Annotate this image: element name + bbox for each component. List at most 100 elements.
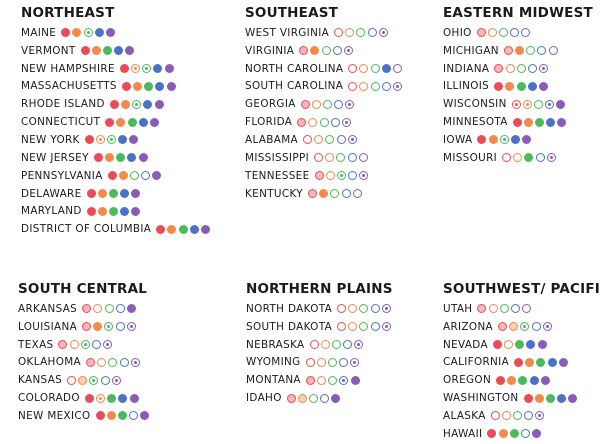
state-name: INDIANA — [443, 62, 490, 75]
green-outline-dot-icon — [359, 322, 369, 332]
state-name: NEBRASKA — [246, 338, 305, 351]
region-southwest-pacific: SOUTHWEST/ PACIFIC UTAH ARIZONA NEVADA CALIF… — [443, 279, 600, 443]
purple-filled-dot-icon — [532, 429, 542, 439]
green-centered-dot-icon — [80, 340, 90, 350]
green-centered-dot-icon — [520, 322, 530, 332]
red-filled-dot-icon — [84, 393, 94, 403]
state-name: GEORGIA — [245, 98, 296, 111]
indicator-dots — [299, 46, 355, 56]
state-name: ARIZONA — [443, 320, 494, 333]
orange-filled-dot-icon — [133, 81, 143, 91]
orange-outline-dot-icon — [325, 171, 335, 181]
orange-filled-dot-icon — [507, 375, 517, 385]
state-name: OHIO — [443, 26, 472, 39]
blue-outline-dot-icon — [92, 340, 102, 350]
state-row-michigan: MICHIGAN — [443, 42, 600, 60]
region-northeast: NORTHEAST MAINE VERMONT NEW HAMPSHIRE MASSAC… — [21, 3, 211, 238]
state-name: TENNESSEE — [245, 169, 310, 182]
state-name: DISTRICT OF COLUMBIA — [21, 223, 152, 236]
orange-filled-dot-icon — [523, 117, 533, 127]
state-row-minnesota: MINNESOTA — [443, 113, 600, 131]
blue-outline-dot-icon — [115, 304, 125, 314]
region-title: EASTERN MIDWEST — [443, 5, 593, 21]
blue-filled-dot-icon — [114, 46, 124, 56]
indicator-dots — [93, 153, 150, 163]
green-filled-dot-icon — [178, 224, 188, 234]
region-title: SOUTHWEST/ PACIFIC — [443, 281, 600, 297]
state-name: MARYLAND — [21, 205, 82, 218]
orange-outline-dot-icon — [93, 304, 103, 314]
orange-filled-dot-icon — [106, 411, 116, 421]
indicator-dots — [348, 64, 404, 74]
purple-filled-dot-icon — [131, 189, 141, 199]
red-tinted-dot-icon — [299, 46, 309, 56]
purple-outline-dot-icon — [358, 153, 368, 163]
indicator-dots — [86, 357, 142, 367]
state-name: SOUTH DAKOTA — [246, 320, 333, 333]
red-outline-dot-icon — [337, 304, 347, 314]
orange-filled-dot-icon — [72, 28, 82, 38]
blue-outline-dot-icon — [527, 64, 537, 74]
state-row-nevada: NEVADA — [443, 336, 600, 354]
indicator-dots — [307, 189, 364, 199]
green-centered-dot-icon — [104, 322, 114, 332]
purple-filled-dot-icon — [568, 393, 578, 403]
orange-filled-dot-icon — [525, 357, 535, 367]
purple-filled-dot-icon — [331, 393, 341, 403]
red-tinted-dot-icon — [498, 322, 508, 332]
orange-tinted-dot-icon — [297, 393, 307, 403]
state-row-iowa: IOWA — [443, 131, 600, 149]
green-outline-dot-icon — [499, 304, 509, 314]
state-row-arizona: ARIZONA — [443, 318, 600, 336]
orange-outline-dot-icon — [316, 357, 326, 367]
blue-outline-dot-icon — [330, 117, 340, 127]
green-outline-dot-icon — [319, 117, 329, 127]
red-tinted-dot-icon — [307, 189, 317, 199]
blue-outline-dot-icon — [510, 28, 520, 38]
state-row-new-mexico: NEW MEXICO — [18, 407, 208, 425]
purple-filled-dot-icon — [166, 81, 176, 91]
state-name: SOUTH CAROLINA — [245, 80, 344, 93]
red-filled-dot-icon — [156, 224, 166, 234]
indicator-dots — [502, 153, 558, 163]
indicator-dots — [156, 224, 212, 234]
state-row-west-virginia: WEST VIRGINIA — [245, 24, 435, 42]
indicator-dots — [58, 340, 114, 350]
state-row-south-dakota: SOUTH DAKOTA — [246, 318, 436, 336]
state-row-rhode-island: RHODE ISLAND — [21, 95, 211, 113]
state-name: NEW YORK — [21, 133, 80, 146]
purple-centered-dot-icon — [381, 322, 391, 332]
state-name: IDAHO — [246, 392, 282, 405]
purple-filled-dot-icon — [540, 375, 550, 385]
blue-centered-dot-icon — [545, 99, 555, 109]
indicator-dots — [337, 322, 393, 332]
red-outline-dot-icon — [314, 153, 323, 163]
blue-filled-dot-icon — [381, 64, 391, 74]
state-name: ALABAMA — [245, 133, 299, 146]
green-filled-dot-icon — [516, 81, 526, 91]
red-filled-dot-icon — [86, 206, 96, 216]
green-filled-dot-icon — [536, 357, 546, 367]
red-tinted-dot-icon — [82, 304, 92, 314]
purple-centered-dot-icon — [347, 135, 357, 145]
red-tinted-dot-icon — [297, 117, 307, 127]
indicator-dots — [314, 153, 370, 163]
blue-filled-dot-icon — [120, 189, 130, 199]
state-name: MICHIGAN — [443, 44, 499, 57]
indicator-dots — [494, 64, 550, 74]
orange-outline-dot-icon — [314, 135, 324, 145]
orange-outline-dot-icon — [501, 411, 511, 421]
state-row-alabama: ALABAMA — [245, 131, 435, 149]
state-row-district-of-columbia: DISTRICT OF COLUMBIA — [21, 220, 211, 238]
purple-outline-dot-icon — [393, 64, 403, 74]
purple-centered-dot-icon — [345, 99, 355, 109]
blue-filled-dot-icon — [153, 64, 163, 74]
purple-outline-dot-icon — [521, 28, 531, 38]
state-row-kansas: KANSAS — [18, 371, 208, 389]
state-row-new-york: NEW YORK — [21, 131, 211, 149]
red-tinted-dot-icon — [476, 28, 486, 38]
indicator-dots — [95, 411, 152, 421]
green-outline-dot-icon — [327, 357, 337, 367]
state-name: WISCONSIN — [443, 98, 507, 111]
orange-centered-dot-icon — [522, 99, 532, 109]
